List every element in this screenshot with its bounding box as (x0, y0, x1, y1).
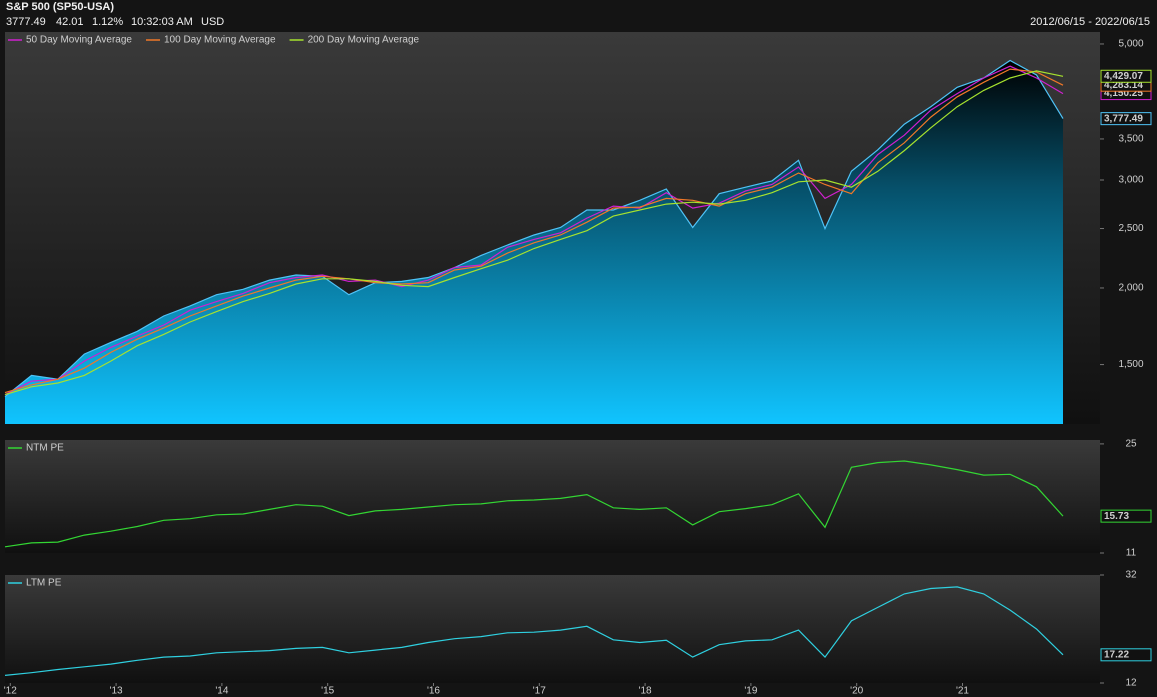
y-tick-label: 2,500 (1118, 223, 1143, 234)
date-range: 2012/06/15 - 2022/06/15 (1030, 16, 1150, 28)
x-tick-label: '17 (533, 686, 546, 697)
legend-label: 100 Day Moving Average (164, 35, 276, 46)
legend-label: LTM PE (26, 578, 62, 589)
value-label: 4,283.14 (1104, 80, 1143, 91)
x-tick-label: '12 (4, 686, 17, 697)
x-tick-label: '15 (321, 686, 334, 697)
series-line (4, 586, 1064, 676)
y-tick-label: 3,000 (1118, 175, 1143, 186)
value-label-box (1100, 112, 1152, 126)
x-tick-label: '21 (956, 686, 969, 697)
value-label-box (1100, 509, 1152, 523)
y-tick-label: 11 (1126, 548, 1137, 559)
value-label: 4,429.07 (1104, 71, 1143, 82)
change-pct: 1.12% (92, 16, 123, 28)
legend-label: 50 Day Moving Average (26, 35, 132, 46)
series-line (4, 65, 1064, 396)
x-tick-label: '19 (744, 686, 757, 697)
panel-background (5, 440, 1100, 553)
y-tick-label: 32 (1125, 570, 1137, 581)
series-line (4, 460, 1064, 548)
y-tick-label: 3,500 (1118, 134, 1143, 145)
y-tick-label: 12 (1125, 678, 1137, 689)
value-label: 17.22 (1104, 649, 1129, 660)
title: S&P 500 (SP50-USA) (6, 1, 114, 13)
currency: USD (201, 16, 224, 28)
legend-label: 200 Day Moving Average (308, 35, 420, 46)
series-line (4, 68, 1064, 394)
x-tick-label: '13 (110, 686, 123, 697)
value-label-box (1100, 69, 1152, 83)
y-tick-label: 25 (1125, 439, 1137, 450)
x-tick-label: '14 (215, 686, 228, 697)
value-label: 4,150.25 (1104, 88, 1143, 99)
legend-label: NTM PE (26, 443, 64, 454)
y-tick-label: 1,500 (1118, 359, 1143, 370)
value-label: 15.73 (1104, 511, 1129, 522)
x-tick-label: '18 (639, 686, 652, 697)
price-line (4, 59, 1064, 398)
panel-background (5, 575, 1100, 683)
value-label-box (1100, 648, 1152, 662)
series-line (4, 70, 1064, 396)
y-tick-label: 5,000 (1118, 39, 1143, 50)
x-tick-label: '16 (427, 686, 440, 697)
value-label: 3,777.49 (1104, 113, 1143, 124)
y-tick-label: 2,000 (1118, 283, 1143, 294)
time: 10:32:03 AM (131, 16, 193, 28)
x-tick-label: '20 (850, 686, 863, 697)
price: 3777.49 (6, 16, 46, 28)
change: 42.01 (56, 16, 84, 28)
